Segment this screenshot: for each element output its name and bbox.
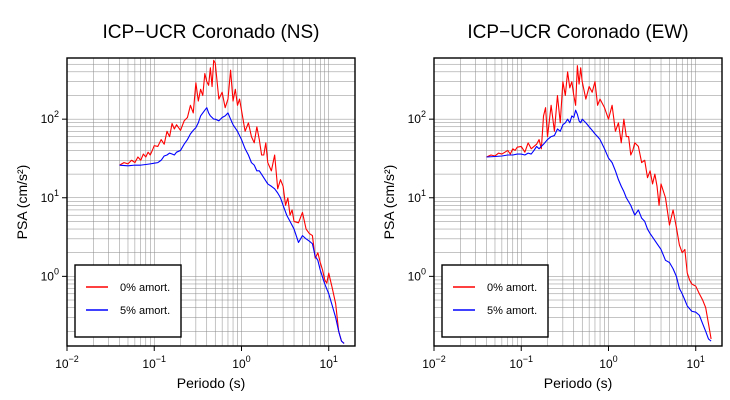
series-line-undamped (119, 59, 345, 344)
x-tick-label: 10−2 (55, 354, 79, 371)
x-axis-label: Periodo (s) (177, 375, 245, 391)
legend-entry: 5% amort. (487, 305, 537, 317)
chart-title: ICP−UCR Coronado (EW) (467, 22, 688, 43)
legend-entry: 0% amort. (487, 282, 537, 294)
legend-box (74, 264, 182, 338)
y-axis-label: PSA (cm/s²) (14, 165, 30, 240)
series-line-damped (486, 109, 712, 342)
y-tick-label: 100 (408, 266, 426, 283)
legend-entry: 5% amort. (120, 305, 170, 317)
y-tick-label: 102 (408, 109, 426, 126)
x-tick-label: 10−2 (422, 354, 446, 371)
series-line-damped (119, 107, 345, 344)
x-axis-label: Periodo (s) (544, 375, 612, 391)
x-tick-label: 10−1 (142, 354, 166, 371)
plot-frame (66, 57, 356, 347)
chart-title: ICP−UCR Coronado (NS) (103, 22, 320, 43)
legend: 0% amort. 5% amort. (74, 264, 182, 338)
grid (434, 58, 722, 346)
legend-entry: 0% amort. (120, 282, 170, 294)
x-tick-label: 100 (232, 354, 250, 371)
y-tick-label: 101 (41, 188, 59, 205)
y-axis-label: PSA (cm/s²) (381, 165, 397, 240)
chart-panel-1: ICP−UCR Coronado (NS) 10−2 10−1 100 101 100 10… (14, 22, 356, 391)
plot-frame (433, 57, 723, 347)
y-tick-label: 101 (408, 188, 426, 205)
legend: 0% amort. 5% amort. (441, 264, 549, 338)
x-tick-label: 100 (599, 354, 617, 371)
x-tick-label: 101 (320, 354, 338, 371)
y-tick-label: 102 (41, 109, 59, 126)
x-tick-label: 10−1 (509, 354, 533, 371)
series-line-undamped (486, 65, 712, 340)
grid (67, 58, 355, 346)
legend-box (441, 264, 549, 338)
chart-panel-2: ICP−UCR Coronado (EW) 10−2 10−1 100 101 100 10… (381, 22, 723, 391)
x-tick-label: 101 (687, 354, 705, 371)
y-tick-label: 100 (41, 266, 59, 283)
